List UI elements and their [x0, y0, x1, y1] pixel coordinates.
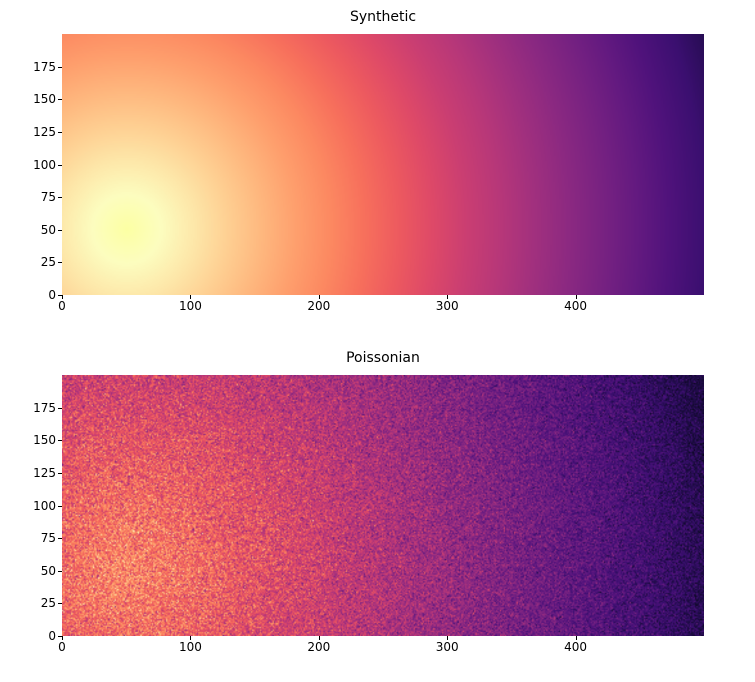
axes-box-poissonian — [62, 375, 704, 636]
xtick-label: 100 — [179, 640, 202, 654]
ytick-mark — [58, 473, 62, 474]
ytick-mark — [58, 295, 62, 296]
ytick-label: 175 — [33, 60, 56, 74]
ytick-label: 175 — [33, 401, 56, 415]
axes-box-synthetic — [62, 34, 704, 295]
ytick-label: 75 — [41, 531, 56, 545]
ytick-label: 25 — [41, 255, 56, 269]
ytick-mark — [58, 132, 62, 133]
ytick-label: 50 — [41, 564, 56, 578]
ytick-mark — [58, 506, 62, 507]
xtick-label: 200 — [307, 640, 330, 654]
ytick-label: 50 — [41, 223, 56, 237]
ytick-label: 100 — [33, 158, 56, 172]
subplot-synthetic: Synthetic 010020030040002550751001251501… — [62, 34, 704, 295]
xtick-label: 400 — [564, 299, 587, 313]
ytick-mark — [58, 571, 62, 572]
ytick-label: 150 — [33, 92, 56, 106]
xtick-label: 0 — [58, 640, 66, 654]
ytick-mark — [58, 197, 62, 198]
subplot-title-poissonian: Poissonian — [62, 350, 704, 366]
ytick-mark — [58, 230, 62, 231]
ytick-mark — [58, 636, 62, 637]
ytick-mark — [58, 165, 62, 166]
ytick-label: 75 — [41, 190, 56, 204]
ytick-mark — [58, 67, 62, 68]
ytick-label: 125 — [33, 125, 56, 139]
ytick-mark — [58, 408, 62, 409]
ytick-label: 25 — [41, 596, 56, 610]
xtick-label: 0 — [58, 299, 66, 313]
xtick-label: 400 — [564, 640, 587, 654]
ytick-mark — [58, 440, 62, 441]
ytick-mark — [58, 99, 62, 100]
subplot-poissonian: Poissonian 01002003004000255075100125150… — [62, 375, 704, 636]
ytick-mark — [58, 538, 62, 539]
ytick-label: 0 — [48, 288, 56, 302]
ytick-label: 100 — [33, 499, 56, 513]
ytick-mark — [58, 262, 62, 263]
xtick-label: 200 — [307, 299, 330, 313]
ytick-mark — [58, 603, 62, 604]
xtick-label: 100 — [179, 299, 202, 313]
ytick-label: 125 — [33, 466, 56, 480]
xtick-label: 300 — [436, 640, 459, 654]
figure: Synthetic 0 100 200 300 400 0 25 50 75 100 125 150 1… — [0, 0, 755, 682]
ytick-label: 150 — [33, 433, 56, 447]
ytick-label: 0 — [48, 629, 56, 643]
xtick-label: 300 — [436, 299, 459, 313]
subplot-title-synthetic: Synthetic — [62, 9, 704, 25]
